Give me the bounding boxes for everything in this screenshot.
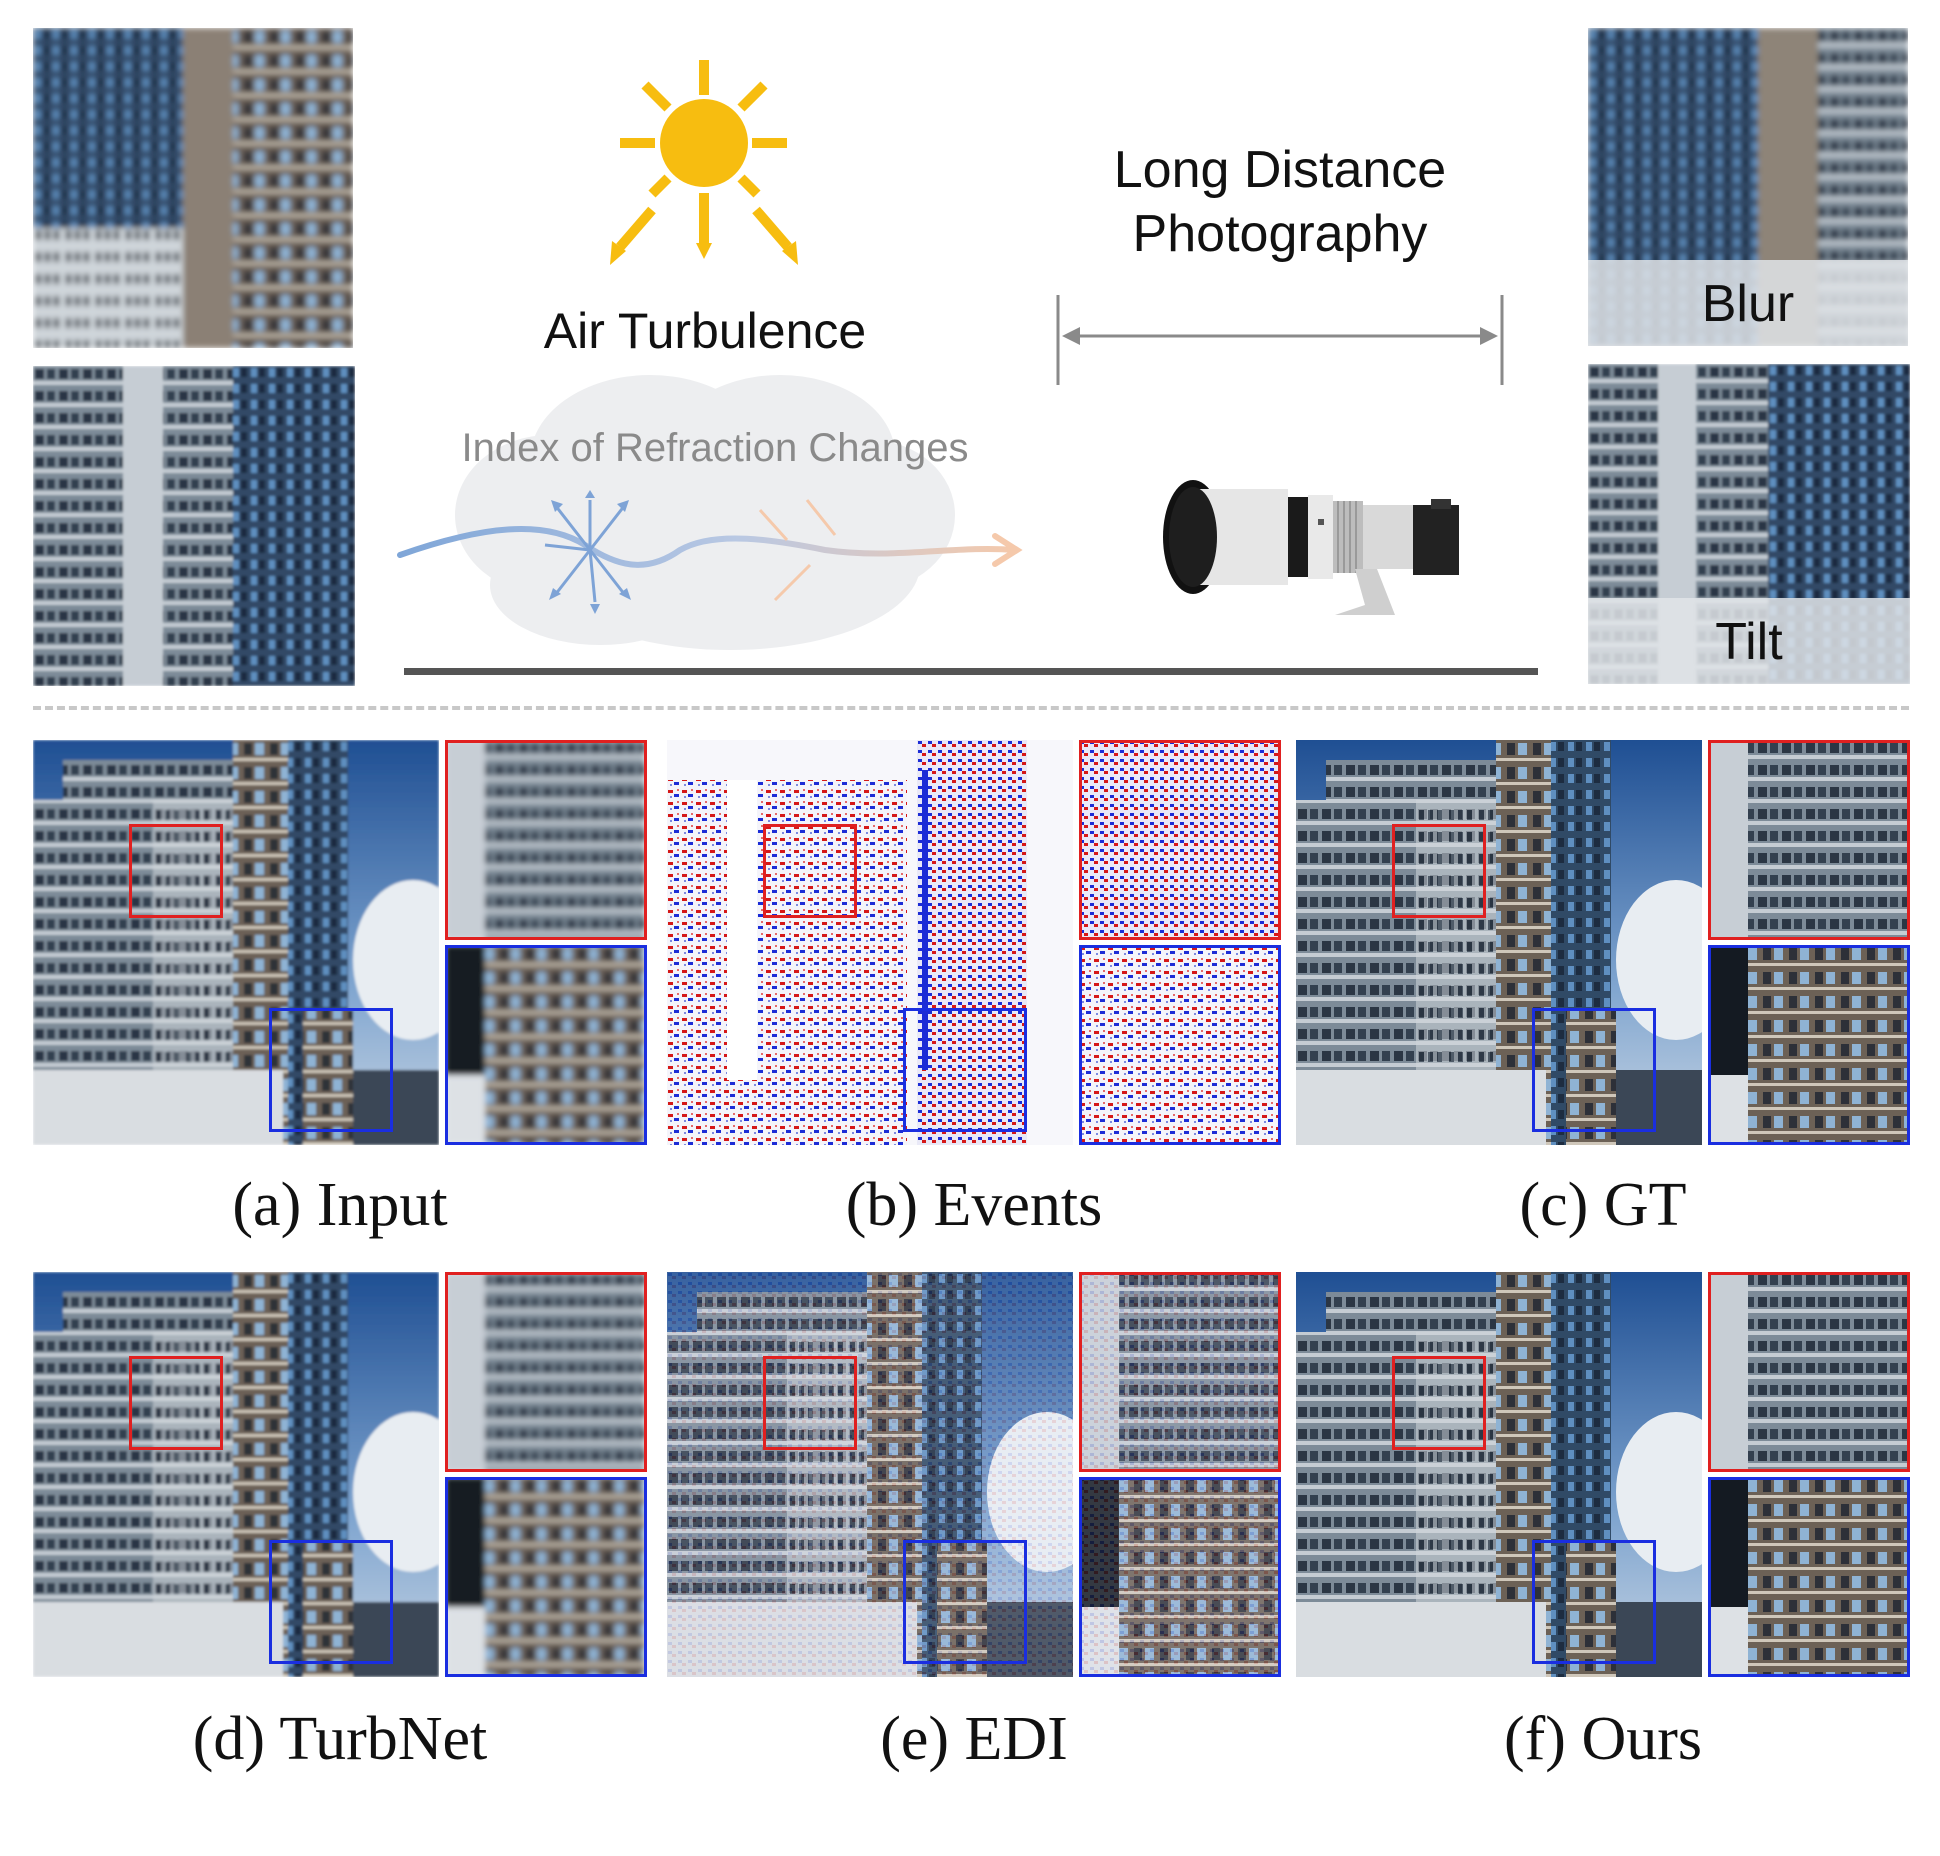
ours-main-image xyxy=(1296,1272,1702,1677)
long-distance-label: Long Distance Photography xyxy=(1060,138,1500,266)
panel-edi xyxy=(667,1272,1281,1677)
panel-events xyxy=(667,740,1281,1145)
turbnet-main-image xyxy=(33,1272,439,1677)
gt-blue-roi-box xyxy=(1532,1008,1656,1132)
tilt-example-crop: Tilt xyxy=(1588,364,1910,684)
edi-red-roi-box xyxy=(763,1356,857,1450)
caption-edi: (e) EDI xyxy=(880,1705,1068,1773)
index-of-refraction-label: Index of Refraction Changes xyxy=(461,426,969,470)
gt-main-image xyxy=(1296,740,1702,1145)
gt-red-roi-box xyxy=(1392,824,1486,918)
panel-gt xyxy=(1296,740,1910,1145)
input-blue-zoom-inset xyxy=(445,945,647,1145)
camera-icon xyxy=(1163,480,1459,615)
caption-events: (b) Events xyxy=(845,1171,1103,1239)
events-red-zoom-inset xyxy=(1079,740,1281,940)
sun-icon xyxy=(610,60,798,265)
edi-blue-roi-box xyxy=(903,1540,1027,1664)
air-turbulence-label: Air Turbulence xyxy=(543,303,867,359)
gt-blue-zoom-border xyxy=(1708,945,1910,1145)
edi-main-image xyxy=(667,1272,1073,1677)
input-red-zoom-border xyxy=(445,740,647,940)
top-left-blur-crop xyxy=(33,28,353,348)
ground-line xyxy=(404,668,1538,675)
ours-red-zoom-inset xyxy=(1708,1272,1910,1472)
long-distance-line1: Long Distance xyxy=(1113,141,1447,199)
long-distance-line2: Photography xyxy=(1132,205,1428,263)
edi-red-zoom-inset xyxy=(1079,1272,1281,1472)
turbnet-blue-roi-box xyxy=(269,1540,393,1664)
input-blue-zoom-border xyxy=(445,945,647,1145)
caption-gt: (c) GT xyxy=(1519,1171,1687,1239)
caption-ours: (f) Ours xyxy=(1504,1705,1702,1773)
turbnet-red-zoom-inset xyxy=(445,1272,647,1472)
edi-blue-zoom-border xyxy=(1079,1477,1281,1677)
panel-turbnet xyxy=(33,1272,647,1677)
blur-example-crop: Blur xyxy=(1588,28,1908,346)
input-blue-roi-box xyxy=(269,1008,393,1132)
caption-input: (a) Input xyxy=(232,1171,448,1239)
turbnet-blue-zoom-inset xyxy=(445,1477,647,1677)
ours-red-roi-box xyxy=(1392,1356,1486,1450)
events-blue-zoom-inset xyxy=(1079,945,1281,1145)
input-red-zoom-inset xyxy=(445,740,647,940)
gt-blue-zoom-inset xyxy=(1708,945,1910,1145)
caption-turbnet: (d) TurbNet xyxy=(192,1705,488,1773)
turbnet-red-zoom-border xyxy=(445,1272,647,1472)
ours-blue-zoom-border xyxy=(1708,1477,1910,1677)
panel-input xyxy=(33,740,647,1145)
ours-red-zoom-border xyxy=(1708,1272,1910,1472)
panel-ours xyxy=(1296,1272,1910,1677)
gt-red-zoom-inset xyxy=(1708,740,1910,940)
gt-red-zoom-border xyxy=(1708,740,1910,940)
turbnet-red-roi-box xyxy=(129,1356,223,1450)
distance-arrow-icon xyxy=(1056,295,1504,385)
events-red-zoom-border xyxy=(1079,740,1281,940)
ours-blue-roi-box xyxy=(1532,1540,1656,1664)
edi-red-zoom-border xyxy=(1079,1272,1281,1472)
blur-tag: Blur xyxy=(1701,275,1795,333)
events-blue-roi-box xyxy=(903,1008,1027,1132)
ours-blue-zoom-inset xyxy=(1708,1477,1910,1677)
events-red-roi-box xyxy=(763,824,857,918)
blur-tag-band: Blur xyxy=(1588,260,1908,346)
section-divider xyxy=(33,706,1909,710)
top-left-tilt-crop xyxy=(33,366,355,686)
input-red-roi-box xyxy=(129,824,223,918)
events-main-image xyxy=(667,740,1073,1145)
tilt-tag: Tilt xyxy=(1715,613,1783,671)
scatter-arrows-icon xyxy=(397,490,1023,614)
turbnet-blue-zoom-border xyxy=(445,1477,647,1677)
events-blue-zoom-border xyxy=(1079,945,1281,1145)
tilt-tag-band: Tilt xyxy=(1588,598,1910,684)
edi-blue-zoom-inset xyxy=(1079,1477,1281,1677)
